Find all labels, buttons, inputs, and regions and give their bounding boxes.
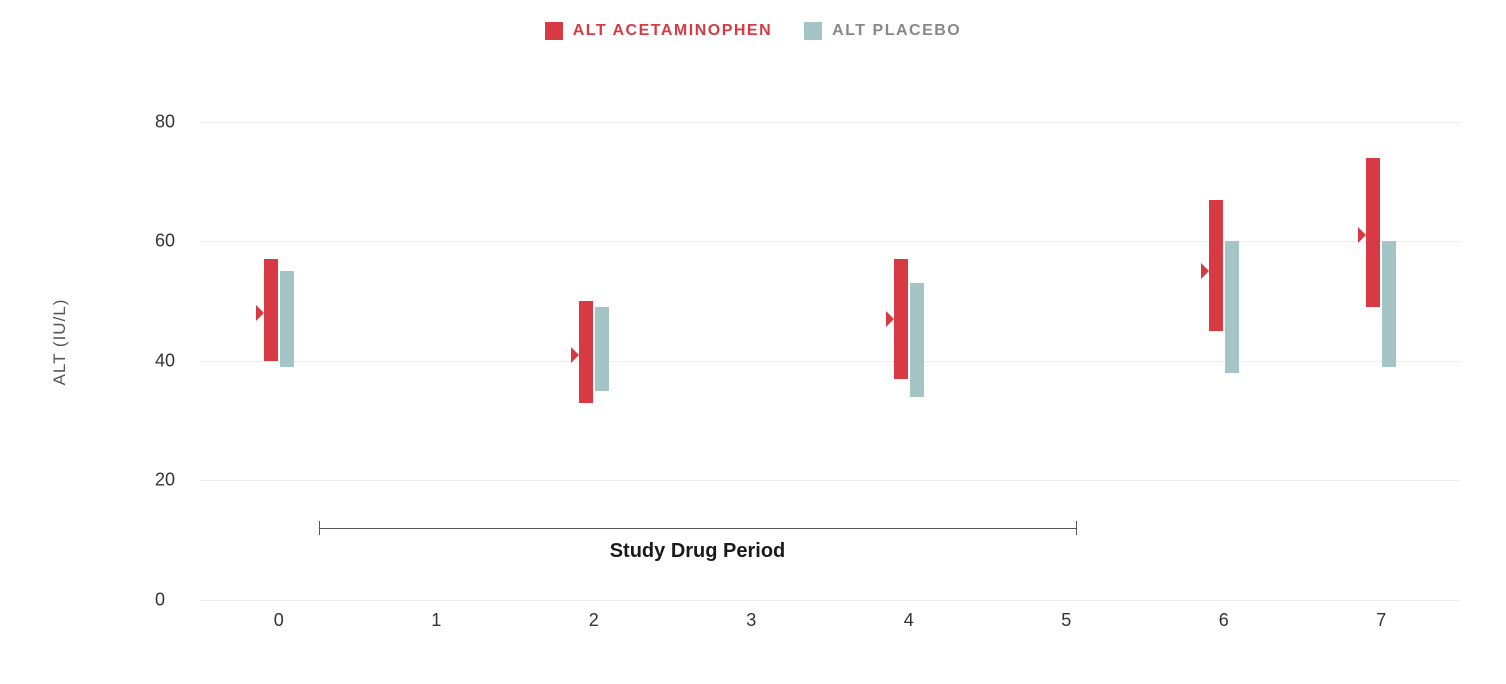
bar-placebo	[1225, 241, 1239, 372]
bracket-cap	[1076, 521, 1077, 535]
legend-swatch-placebo	[804, 22, 822, 40]
x-tick-label: 4	[904, 610, 914, 631]
median-marker-icon	[886, 311, 894, 327]
x-tick-label: 6	[1219, 610, 1229, 631]
legend-swatch-acetaminophen	[545, 22, 563, 40]
bar-placebo	[595, 307, 609, 391]
gridline	[200, 600, 1460, 601]
study-period-label: Study Drug Period	[610, 540, 786, 563]
median-marker-icon	[256, 305, 264, 321]
y-tick-label: 80	[155, 111, 185, 132]
x-tick-label: 0	[274, 610, 284, 631]
bar-acetaminophen	[1209, 200, 1223, 331]
legend-label-placebo: ALT PLACEBO	[832, 22, 961, 40]
x-tick-label: 5	[1061, 610, 1071, 631]
y-tick-label: 40	[155, 350, 185, 371]
gridline	[200, 122, 1460, 123]
legend-item-acetaminophen: ALT ACETAMINOPHEN	[545, 22, 772, 40]
x-tick-label: 1	[431, 610, 441, 631]
legend: ALT ACETAMINOPHEN ALT PLACEBO	[0, 22, 1506, 40]
bracket-cap	[319, 521, 320, 535]
chart-container: ALT ACETAMINOPHEN ALT PLACEBO ALT (IU/L)…	[0, 0, 1506, 684]
y-axis-label: ALT (IU/L)	[50, 299, 70, 386]
y-tick-label: 20	[155, 470, 185, 491]
bar-acetaminophen	[579, 301, 593, 403]
legend-item-placebo: ALT PLACEBO	[804, 22, 961, 40]
bar-placebo	[910, 283, 924, 397]
x-tick-label: 7	[1376, 610, 1386, 631]
gridline	[200, 480, 1460, 481]
y-tick-label: 0	[155, 590, 185, 611]
bar-placebo	[1382, 241, 1396, 366]
median-marker-icon	[1201, 263, 1209, 279]
bar-acetaminophen	[1366, 158, 1380, 307]
median-marker-icon	[571, 347, 579, 363]
study-period-bracket	[319, 528, 1077, 529]
bar-acetaminophen	[894, 259, 908, 379]
gridline	[200, 361, 1460, 362]
plot-area: 02040608001234567Study Drug Period	[200, 110, 1460, 600]
gridline	[200, 241, 1460, 242]
median-marker-icon	[1358, 227, 1366, 243]
bar-placebo	[280, 271, 294, 367]
x-tick-label: 3	[746, 610, 756, 631]
bar-acetaminophen	[264, 259, 278, 361]
y-tick-label: 60	[155, 231, 185, 252]
legend-label-acetaminophen: ALT ACETAMINOPHEN	[573, 22, 772, 40]
x-tick-label: 2	[589, 610, 599, 631]
